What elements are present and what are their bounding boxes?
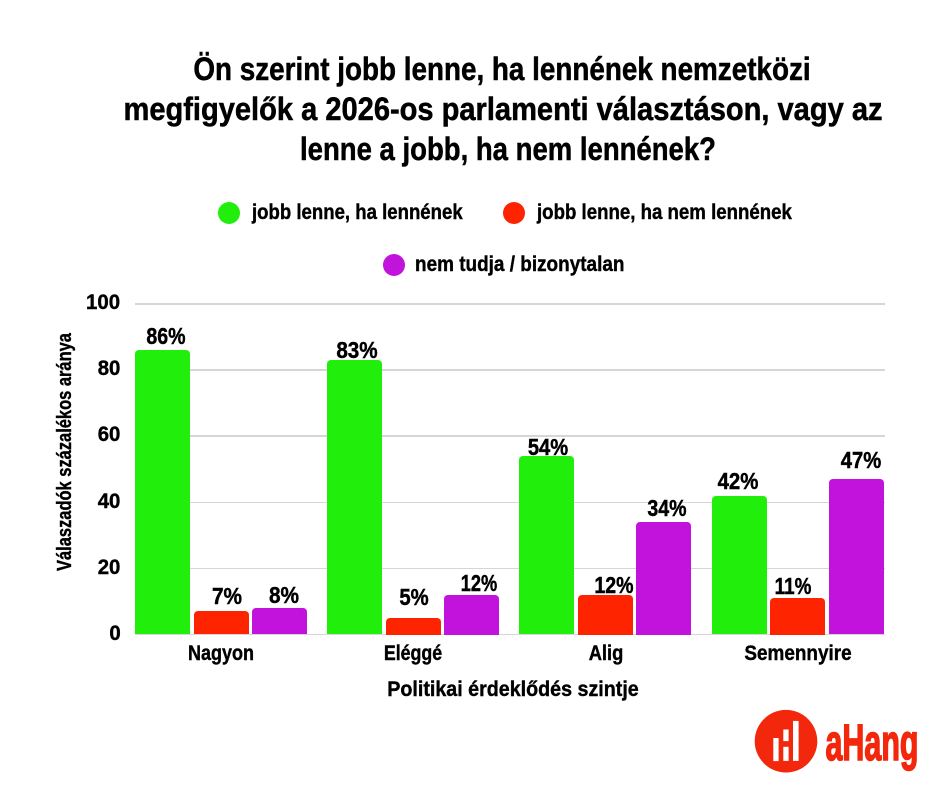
svg-text:aHang: aHang <box>826 714 919 771</box>
